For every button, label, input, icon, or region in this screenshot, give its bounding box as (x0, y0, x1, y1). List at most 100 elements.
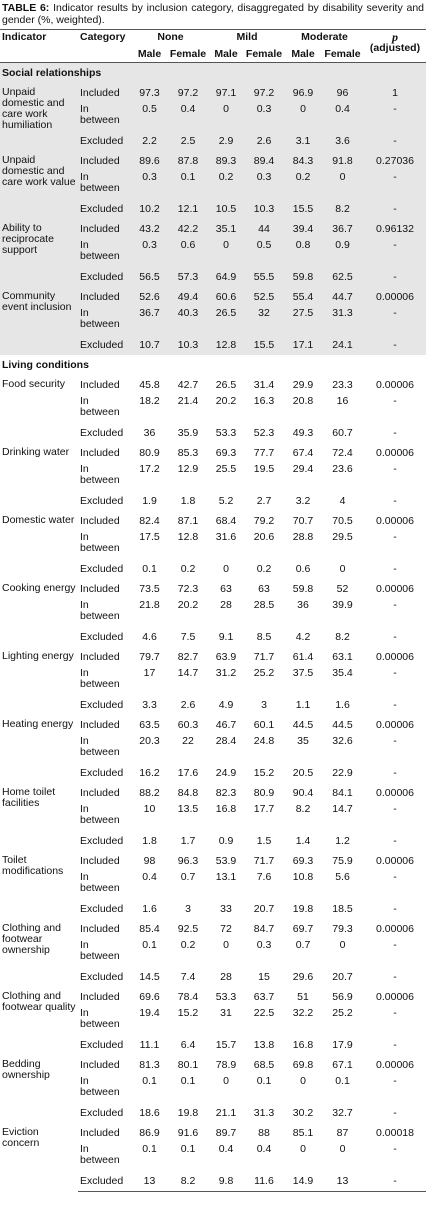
value: 15.5 (243, 336, 285, 355)
value: 10.3 (167, 336, 209, 355)
category: In between (80, 1143, 120, 1166)
data-row: Excluded 3.3 2.6 4.9 3 1.1 1.6 - (0, 696, 426, 715)
data-row: In between 0.1 0.1 0 0.1 0 0.1 - (0, 1075, 426, 1104)
p-value: - (364, 200, 426, 219)
data-row: Excluded 56.5 57.3 64.9 55.5 59.8 62.5- (0, 268, 426, 287)
value: 44 (243, 219, 285, 239)
category: In between (80, 667, 120, 690)
category: Included (80, 514, 120, 527)
value: 96.9 (285, 83, 321, 103)
category: Excluded (78, 200, 132, 219)
value: 51 (297, 990, 309, 1003)
value: 14.7 (332, 803, 353, 815)
value: 0.9 (321, 239, 364, 268)
value: 0.3 (243, 103, 285, 132)
section-title: Social relationships (0, 62, 426, 83)
value: 19.8 (292, 903, 314, 915)
value: 80.9 (253, 786, 275, 799)
data-row: Excluded 11.1 6.4 15.7 13.8 16.8 17.9 - (0, 1036, 426, 1055)
value: 70.7 (292, 514, 314, 527)
value: 7.5 (180, 631, 196, 643)
value: 92.5 (177, 922, 199, 935)
value: 4.9 (218, 699, 234, 711)
indicator-name: Toilet modifications (2, 854, 64, 877)
p-value: - (364, 239, 426, 268)
value: 0.4 (167, 103, 209, 132)
value: 52.5 (243, 287, 285, 307)
value: 17.2 (139, 463, 160, 475)
value: 24.8 (253, 735, 275, 747)
value: 71.7 (253, 650, 275, 663)
value: 2.6 (243, 132, 285, 151)
value: 1.8 (180, 495, 196, 507)
value: 11.6 (243, 1172, 285, 1192)
value: 16.3 (253, 395, 275, 407)
data-row: Food security Included 45.8 42.7 26.5 31.4 29.… (0, 375, 426, 395)
value: 18.2 (139, 395, 160, 407)
value: 17.5 (139, 531, 160, 543)
value: 19.8 (177, 1107, 199, 1119)
value: 18.6 (139, 1107, 160, 1119)
value: 8.2 (321, 200, 364, 219)
data-row: Excluded 36 35.9 53.3 52.3 49.3 60.7 - (0, 424, 426, 443)
category: In between (80, 1075, 120, 1098)
p-value: 0.00006 (376, 582, 414, 595)
indicator-name: Unpaid domestic and care work humiliatio… (0, 83, 78, 151)
value: 28 (220, 599, 232, 611)
category: In between (78, 307, 132, 336)
p-value: - (364, 268, 426, 287)
data-row: In between 17.2 12.9 25.5 19.5 29.4 23.6 - (0, 463, 426, 492)
data-row: In between 18.2 21.4 20.2 16.3 20.8 16 - (0, 395, 426, 424)
value: 31.2 (215, 667, 237, 679)
value: 13 (321, 1172, 364, 1192)
value: 1.6 (335, 699, 350, 711)
value: 22.5 (253, 1007, 275, 1019)
col-category: Category (78, 29, 132, 63)
value: 89.6 (132, 151, 167, 171)
value: 13.1 (215, 871, 237, 883)
value: 0 (209, 103, 243, 132)
category: Included (80, 1058, 120, 1071)
value: 57.3 (167, 268, 209, 287)
value: 0.7 (180, 871, 196, 883)
value: 80.1 (177, 1058, 199, 1071)
value: 20.3 (139, 735, 160, 747)
category: Included (80, 446, 120, 459)
value: 72.4 (332, 446, 353, 459)
value: 0.3 (132, 239, 167, 268)
value: 7.6 (256, 871, 272, 883)
value: 87 (336, 1126, 349, 1139)
value: 44.5 (332, 718, 353, 731)
data-row: In between 0.3 0.1 0.2 0.3 0.2 0- (0, 171, 426, 200)
category: Excluded (78, 268, 132, 287)
value: 9.1 (218, 631, 234, 643)
data-row: Heating energy Included 63.5 60.3 46.7 60.1 44… (0, 715, 426, 735)
p-value: - (393, 463, 397, 475)
value: 98 (143, 854, 156, 867)
section-row: Living conditions (0, 355, 426, 375)
value: 0.1 (180, 1075, 196, 1087)
value: 77.7 (253, 446, 275, 459)
value: 23.6 (332, 463, 353, 475)
value: 68.5 (253, 1058, 275, 1071)
data-row: Excluded 1.6 3 33 20.7 19.8 18.5- (0, 900, 426, 919)
value: 29.5 (332, 531, 353, 543)
value: 69.7 (292, 922, 314, 935)
value: 2.7 (256, 495, 272, 507)
p-value: - (393, 835, 397, 847)
value: 63 (258, 582, 270, 595)
value: 16.8 (292, 1039, 314, 1051)
indicator-name: Bedding ownership (2, 1058, 50, 1081)
value: 81.3 (139, 1058, 160, 1071)
p-value: 0.27036 (364, 151, 426, 171)
p-value: 0.00006 (376, 1058, 414, 1071)
p-value: - (393, 495, 397, 507)
value: 72.3 (177, 582, 199, 595)
col-gender: Male (285, 47, 321, 63)
value: 25.2 (332, 1007, 353, 1019)
value: 3.2 (295, 495, 311, 507)
p-value: - (364, 132, 426, 151)
indicator-name: Food security (2, 378, 66, 390)
data-row: Excluded 4.6 7.5 9.1 8.5 4.2 8.2 - (0, 628, 426, 647)
data-row: Clothing and footwear ownership Included 8… (0, 919, 426, 956)
